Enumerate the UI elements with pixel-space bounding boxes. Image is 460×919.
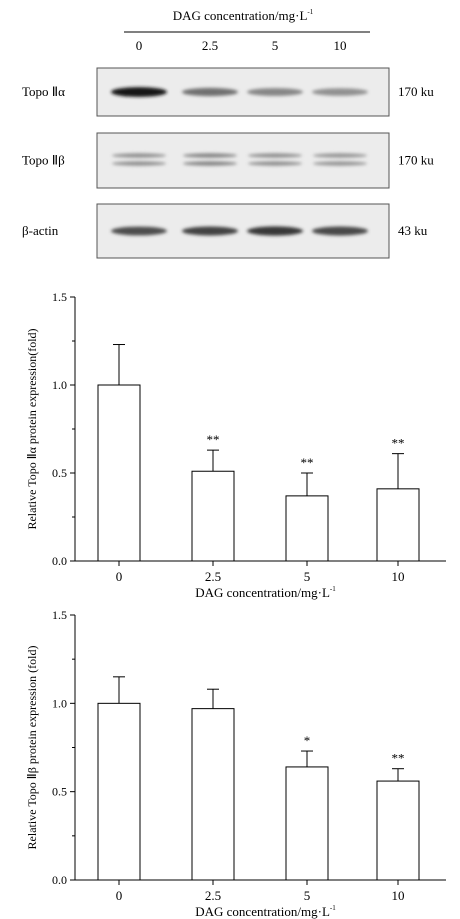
blot-band xyxy=(248,161,302,166)
blot-header: DAG concentration/mg·L-1 xyxy=(173,8,314,23)
significance-mark: * xyxy=(304,733,311,748)
bar xyxy=(285,766,329,881)
blot-band xyxy=(247,88,303,96)
bar xyxy=(376,780,420,881)
x-tick-label: 10 xyxy=(392,569,405,584)
significance-mark: ** xyxy=(392,751,405,766)
bar xyxy=(97,702,141,881)
blot-band xyxy=(112,161,166,166)
blot-lane-label: 10 xyxy=(334,38,347,53)
y-tick-label: 1.5 xyxy=(52,608,67,622)
blot-band xyxy=(313,161,367,166)
bar xyxy=(191,708,235,881)
blot-lane-label: 0 xyxy=(136,38,143,53)
x-tick-label: 0 xyxy=(116,569,123,584)
y-axis-label: Relative Topo Ⅱβ protein expression (fol… xyxy=(25,646,39,850)
blot-band xyxy=(312,226,368,236)
blot-size-label: 170 ku xyxy=(398,153,434,168)
topo2b-bar-chart: 0.0 0.5 1.0 1.5 0 2.5 * 5 ** 10 DAG concentration/… xyxy=(25,608,446,919)
y-tick-label: 1.0 xyxy=(52,378,67,392)
bar xyxy=(376,488,420,562)
y-tick-label: 1.0 xyxy=(52,696,67,710)
blot-row-label: β-actin xyxy=(22,223,59,238)
x-tick-label: 2.5 xyxy=(205,888,221,903)
significance-mark: ** xyxy=(392,436,405,451)
bar xyxy=(97,384,141,562)
y-tick-label: 0.5 xyxy=(52,785,67,799)
blot-band xyxy=(183,161,237,166)
blot-band xyxy=(183,153,237,158)
y-tick-label: 0.0 xyxy=(52,873,67,887)
x-tick-label: 5 xyxy=(304,569,311,584)
x-tick-label: 5 xyxy=(304,888,311,903)
western-blot-panel: DAG concentration/mg·L-1 0 2.5 5 10 Topo Ⅱα 17… xyxy=(22,8,434,259)
x-tick-label: 0 xyxy=(116,888,123,903)
x-tick-label: 10 xyxy=(392,888,405,903)
y-tick-label: 1.5 xyxy=(52,290,67,304)
blot-band xyxy=(112,153,166,158)
blot-band xyxy=(247,226,303,236)
bar xyxy=(285,495,329,562)
blot-band xyxy=(182,226,238,236)
significance-mark: ** xyxy=(207,432,220,447)
y-tick-label: 0.5 xyxy=(52,466,67,480)
blot-band xyxy=(182,87,238,97)
blot-row-label: Topo Ⅱβ xyxy=(22,153,65,168)
x-axis-label: DAG concentration/mg·L-1 xyxy=(195,904,336,919)
x-tick-label: 2.5 xyxy=(205,569,221,584)
significance-mark: ** xyxy=(301,455,314,470)
blot-band xyxy=(111,226,167,236)
x-axis-label: DAG concentration/mg·L-1 xyxy=(195,585,336,600)
blot-band xyxy=(313,153,367,158)
blot-band xyxy=(248,153,302,158)
blot-lane-label: 2.5 xyxy=(202,38,218,53)
blot-lane-label: 5 xyxy=(272,38,279,53)
blot-band xyxy=(111,87,167,97)
blot-size-label: 170 ku xyxy=(398,84,434,99)
y-axis-label: Relative Topo Ⅱα protein expression(fold… xyxy=(25,328,39,529)
bar xyxy=(191,470,235,562)
topo2a-bar-chart: 0.0 0.5 1.0 1.5 0 ** 2.5 ** 5 ** 10 DAG concentrati… xyxy=(25,290,446,600)
y-tick-label: 0.0 xyxy=(52,554,67,568)
blot-size-label: 43 ku xyxy=(398,223,428,238)
blot-membrane xyxy=(96,132,390,189)
blot-band xyxy=(312,88,368,96)
blot-row-label: Topo Ⅱα xyxy=(22,84,65,99)
